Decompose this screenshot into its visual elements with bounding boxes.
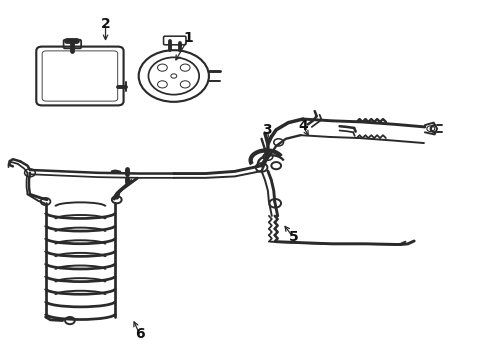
Text: 4: 4 bbox=[298, 119, 307, 133]
Text: 6: 6 bbox=[135, 327, 144, 341]
Text: 1: 1 bbox=[183, 31, 193, 45]
Text: 3: 3 bbox=[261, 123, 271, 137]
Text: 5: 5 bbox=[288, 230, 298, 244]
Text: 2: 2 bbox=[101, 17, 110, 31]
